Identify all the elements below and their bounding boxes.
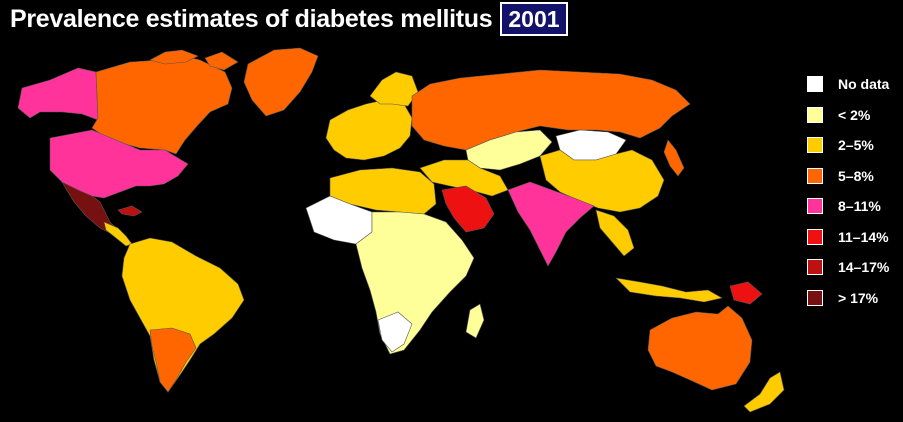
region-papua-new-guinea [729, 281, 763, 305]
legend-label: No data [838, 76, 890, 92]
region-russia [411, 69, 691, 151]
region-sub-saharan-africa [355, 211, 475, 355]
legend-label: < 2% [838, 106, 871, 123]
region-saudi-arabia [441, 185, 495, 233]
legend-swatch [807, 289, 823, 306]
region-western-europe [325, 99, 413, 161]
legend-swatch [807, 167, 823, 184]
legend-item: 5–8% [807, 166, 889, 186]
legend-item: 8–11% [807, 196, 889, 216]
region-central-america [103, 221, 133, 247]
legend-label: > 17% [838, 289, 879, 306]
region-southeast-asia [595, 209, 635, 257]
legend-item: 11–14% [807, 227, 889, 247]
legend: No data < 2% 2–5% 5–8% 8–11% 11–14% 14–1… [807, 74, 889, 308]
region-south-asia [507, 181, 595, 267]
legend-item: No data [807, 74, 889, 94]
legend-item: 2–5% [807, 135, 889, 155]
legend-item: > 17% [807, 288, 889, 308]
legend-label: 11–14% [838, 228, 889, 245]
region-indonesia [615, 277, 723, 303]
legend-item: 14–17% [807, 257, 889, 277]
region-japan [663, 139, 685, 177]
legend-swatch [807, 198, 823, 214]
page-title: Prevalence estimates of diabetes mellitu… [10, 4, 493, 33]
legend-label: 8–11% [838, 198, 881, 214]
region-madagascar [465, 303, 485, 339]
year-badge: 2001 [500, 2, 568, 36]
region-southern-africa [377, 311, 413, 353]
region-greenland [243, 47, 319, 117]
legend-item: < 2% [807, 105, 889, 125]
legend-swatch [807, 228, 823, 245]
legend-swatch [807, 137, 823, 153]
region-arctic-islands [149, 49, 239, 71]
title-row: Prevalence estimates of diabetes mellitu… [10, 2, 568, 36]
legend-label: 5–8% [838, 167, 874, 184]
legend-label: 14–17% [838, 259, 890, 275]
legend-swatch [807, 76, 823, 92]
legend-swatch [807, 259, 823, 275]
legend-label: 2–5% [838, 137, 874, 153]
region-scandinavia [369, 71, 419, 107]
legend-swatch [807, 106, 823, 123]
region-argentina [149, 327, 197, 393]
region-australia [647, 305, 753, 391]
region-caribbean [117, 205, 143, 217]
world-map [17, 47, 785, 413]
region-new-zealand [743, 371, 785, 413]
region-alaska [17, 67, 99, 121]
region-south-america [121, 237, 245, 393]
